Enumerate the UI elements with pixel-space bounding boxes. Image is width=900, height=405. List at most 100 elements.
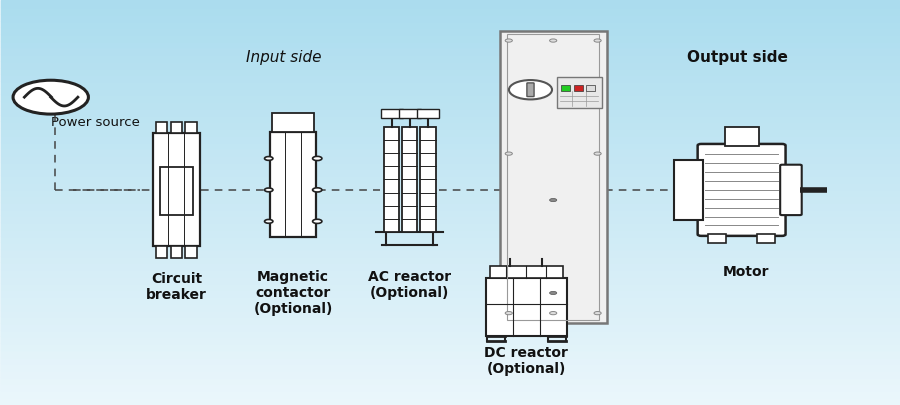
Bar: [2, 263, 898, 270]
Circle shape: [550, 312, 557, 315]
Circle shape: [550, 292, 557, 295]
Circle shape: [265, 157, 273, 161]
Bar: [2, 162, 898, 169]
Bar: [2, 390, 898, 397]
FancyBboxPatch shape: [757, 234, 775, 243]
Bar: [2, 303, 898, 310]
FancyBboxPatch shape: [153, 134, 200, 247]
Bar: [2, 8, 898, 15]
Bar: [2, 236, 898, 243]
Bar: [2, 21, 898, 28]
FancyBboxPatch shape: [160, 168, 193, 215]
FancyBboxPatch shape: [780, 165, 802, 215]
FancyBboxPatch shape: [557, 77, 601, 108]
Circle shape: [594, 153, 601, 156]
Bar: [2, 296, 898, 303]
Bar: [2, 82, 898, 89]
Bar: [2, 149, 898, 156]
Bar: [2, 109, 898, 115]
Bar: [2, 276, 898, 283]
FancyBboxPatch shape: [399, 110, 420, 118]
FancyBboxPatch shape: [500, 32, 607, 323]
Bar: [2, 169, 898, 176]
Bar: [562, 86, 571, 91]
Bar: [2, 68, 898, 75]
FancyBboxPatch shape: [490, 266, 562, 278]
Bar: [2, 216, 898, 223]
Bar: [2, 182, 898, 189]
Bar: [2, 62, 898, 68]
Bar: [2, 363, 898, 370]
Bar: [2, 202, 898, 209]
FancyBboxPatch shape: [185, 123, 197, 134]
Bar: [2, 370, 898, 377]
Text: Output side: Output side: [687, 50, 788, 65]
Circle shape: [550, 199, 557, 202]
Bar: [2, 48, 898, 55]
Circle shape: [505, 312, 512, 315]
Bar: [2, 357, 898, 363]
FancyBboxPatch shape: [185, 247, 197, 258]
FancyBboxPatch shape: [401, 128, 418, 232]
Bar: [2, 55, 898, 62]
Bar: [2, 310, 898, 316]
Bar: [2, 196, 898, 202]
Circle shape: [265, 189, 273, 192]
Bar: [2, 129, 898, 135]
FancyBboxPatch shape: [156, 123, 167, 134]
Text: Circuit
breaker: Circuit breaker: [146, 271, 207, 301]
Circle shape: [505, 40, 512, 43]
Bar: [2, 89, 898, 95]
Bar: [2, 15, 898, 21]
Bar: [2, 249, 898, 256]
Text: AC reactor
(Optional): AC reactor (Optional): [368, 269, 451, 299]
Text: Input side: Input side: [247, 50, 322, 65]
Bar: [2, 176, 898, 182]
Bar: [2, 102, 898, 109]
Text: DC reactor
(Optional): DC reactor (Optional): [484, 345, 568, 375]
Bar: [2, 122, 898, 129]
Bar: [2, 229, 898, 236]
Bar: [2, 1, 898, 8]
Circle shape: [594, 40, 601, 43]
Circle shape: [312, 157, 322, 161]
Bar: [2, 95, 898, 102]
Bar: [2, 323, 898, 330]
Bar: [2, 28, 898, 35]
Circle shape: [594, 312, 601, 315]
Circle shape: [14, 81, 88, 115]
Bar: [2, 377, 898, 384]
Bar: [2, 350, 898, 357]
FancyBboxPatch shape: [170, 247, 182, 258]
Circle shape: [550, 40, 557, 43]
Bar: [574, 86, 583, 91]
Text: Power source: Power source: [50, 116, 140, 129]
Bar: [2, 384, 898, 390]
FancyBboxPatch shape: [156, 247, 167, 258]
Circle shape: [312, 220, 322, 224]
Bar: [2, 115, 898, 122]
Bar: [2, 135, 898, 142]
Bar: [2, 316, 898, 323]
Bar: [2, 397, 898, 404]
FancyBboxPatch shape: [381, 110, 402, 118]
FancyBboxPatch shape: [417, 110, 438, 118]
FancyBboxPatch shape: [272, 114, 314, 133]
Bar: [2, 42, 898, 48]
Bar: [2, 343, 898, 350]
Circle shape: [312, 188, 322, 192]
Bar: [2, 270, 898, 276]
Bar: [2, 256, 898, 263]
FancyBboxPatch shape: [708, 234, 726, 243]
Text: Magnetic
contactor
(Optional): Magnetic contactor (Optional): [253, 269, 333, 315]
Bar: [2, 142, 898, 149]
Bar: [2, 156, 898, 162]
Bar: [2, 243, 898, 249]
Circle shape: [265, 220, 273, 224]
FancyBboxPatch shape: [270, 133, 316, 237]
FancyBboxPatch shape: [486, 278, 567, 336]
FancyBboxPatch shape: [170, 123, 182, 134]
Text: Motor: Motor: [723, 265, 770, 279]
Bar: [2, 189, 898, 196]
FancyBboxPatch shape: [419, 128, 436, 232]
